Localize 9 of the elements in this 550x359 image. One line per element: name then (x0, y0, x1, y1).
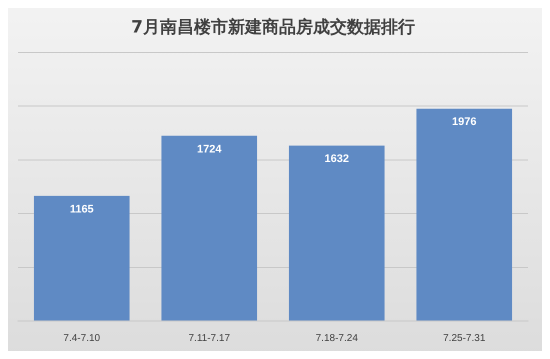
data-label: 1724 (197, 143, 222, 156)
data-label: 1976 (452, 116, 476, 128)
x-tick-label: 7.11-7.17 (188, 332, 230, 344)
x-tick-label: 7.18-7.24 (316, 332, 358, 344)
x-tick-label: 7.4-7.10 (63, 332, 101, 344)
data-label: 1632 (324, 153, 349, 166)
chart-title: 7月南昌楼市新建商品房成交数据排行 (131, 18, 415, 38)
x-tick-label: 7.25-7.31 (443, 332, 486, 344)
data-label: 1165 (70, 203, 94, 216)
